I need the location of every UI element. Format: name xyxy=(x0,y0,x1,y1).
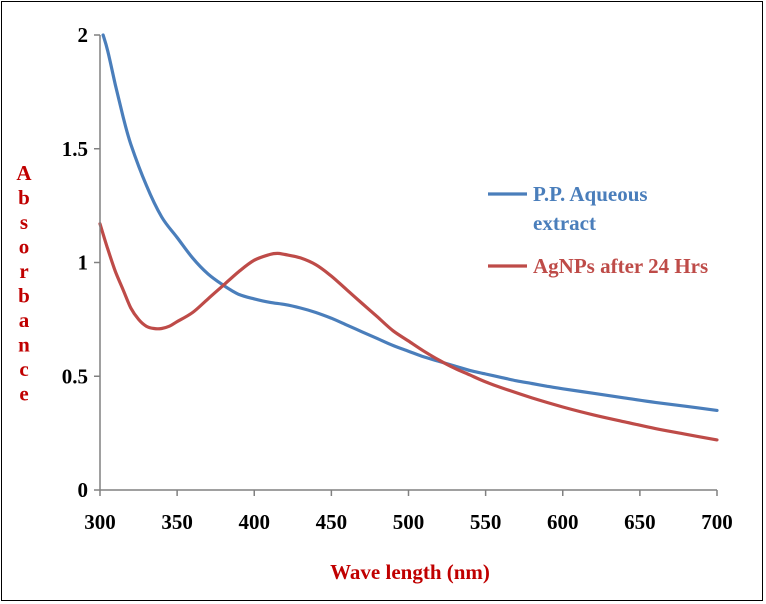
x-tick-label: 300 xyxy=(84,510,116,534)
y-axis-label-letter: o xyxy=(19,235,30,259)
legend-label: AgNPs after 24 Hrs xyxy=(533,254,708,278)
y-tick-label: 2 xyxy=(78,23,89,47)
series-line-agnps-24hrs xyxy=(98,222,719,442)
x-tick-label: 550 xyxy=(470,510,502,534)
y-tick-label: 0.5 xyxy=(62,364,88,388)
y-axis-label-letter: b xyxy=(18,186,30,210)
y-tick-label: 1 xyxy=(78,251,89,275)
legend-item-pp-aqueous-extract: P.P. Aqueous extract xyxy=(488,182,648,235)
x-tick-label: 600 xyxy=(547,510,579,534)
x-tick-label: 650 xyxy=(624,510,656,534)
y-axis-label-letter: e xyxy=(19,382,28,406)
y-axis-label-letter: r xyxy=(19,259,28,283)
y-axis-label-letter: c xyxy=(19,357,28,381)
ticks-layer: 0 0.5 1 1.5 2 300 350 400 450 500 550 600 650 700 xyxy=(62,23,733,534)
x-tick-label: 400 xyxy=(239,510,271,534)
x-axis-label: Wave length (nm) xyxy=(330,560,490,584)
y-tick-label: 1.5 xyxy=(62,137,88,161)
x-tick-label: 350 xyxy=(161,510,193,534)
y-axis-label-letter: A xyxy=(16,161,32,185)
series-line-pp-aqueous-extract xyxy=(101,33,719,412)
legend: P.P. Aqueous extract AgNPs after 24 Hrs xyxy=(488,182,708,278)
x-tick-label: 450 xyxy=(316,510,348,534)
x-tick-label: 500 xyxy=(393,510,425,534)
x-tick-label: 700 xyxy=(701,510,733,534)
y-axis-label-letter: a xyxy=(19,308,30,332)
y-axis-label-letter: b xyxy=(18,284,30,308)
series-layer xyxy=(98,33,719,442)
y-axis-label-letter: n xyxy=(18,333,30,357)
y-tick-label: 0 xyxy=(78,478,89,502)
y-axis-label-letter: s xyxy=(20,210,28,234)
legend-item-agnps-24hrs: AgNPs after 24 Hrs xyxy=(488,254,708,278)
legend-label: P.P. Aqueous extract xyxy=(533,182,648,235)
